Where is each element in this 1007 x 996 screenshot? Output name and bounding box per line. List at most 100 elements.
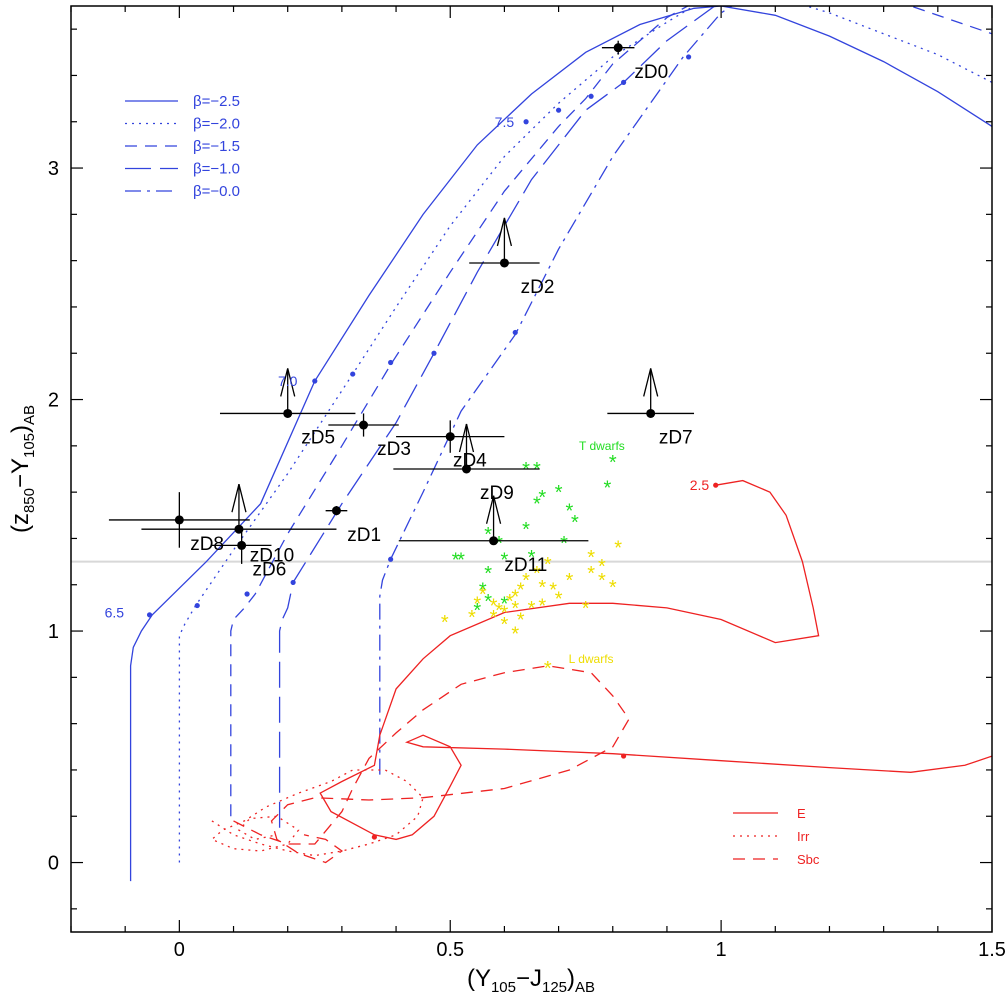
l-dwarf-star-30: * bbox=[441, 612, 449, 634]
beta-track-2-5 bbox=[129, 6, 992, 882]
t-dwarf-star-1: * bbox=[533, 459, 541, 481]
object-zd0: zD0 bbox=[601, 40, 668, 83]
l-dwarf-star-31: * bbox=[544, 658, 552, 680]
object-zd7-marker bbox=[646, 408, 656, 418]
l-dwarf-star-2: * bbox=[598, 556, 606, 578]
t-dwarf-star-15: * bbox=[452, 549, 460, 571]
plot-frame bbox=[70, 5, 993, 933]
t-dwarf-star-21: * bbox=[501, 593, 509, 615]
beta-track-0-0-dot-1 bbox=[512, 329, 518, 336]
object-zd9-label: zD9 bbox=[480, 483, 514, 504]
y-tick-label-2: 2 bbox=[48, 390, 59, 412]
y-title-main: (z bbox=[7, 513, 34, 533]
object-zd11-marker bbox=[489, 536, 499, 546]
object-zd10-marker bbox=[234, 524, 244, 534]
object-zd11: zD11 bbox=[398, 495, 589, 576]
object-zd8-label: zD8 bbox=[190, 534, 224, 555]
y-title-mid: −Y bbox=[7, 458, 34, 488]
legend-beta-label-2: β=−1.5 bbox=[193, 138, 240, 155]
redshift-label-7-0: 7.0 bbox=[278, 373, 298, 389]
t-dwarf-star-16: * bbox=[457, 549, 465, 571]
l-dwarf-star-17: * bbox=[501, 603, 509, 625]
object-zd2-arrow-head bbox=[496, 217, 513, 247]
object-zd9-arrow-head bbox=[458, 423, 475, 453]
l-dwarf-star-7: * bbox=[566, 570, 574, 592]
class-label-l-dwarfs: L dwarfs bbox=[569, 652, 614, 666]
l-dwarf-star-11: * bbox=[538, 577, 546, 599]
beta-track-1-0-dot-0 bbox=[290, 579, 296, 586]
object-zd5-marker bbox=[283, 408, 293, 418]
object-zd10-label: zD10 bbox=[250, 546, 294, 567]
object-zd6-marker bbox=[237, 540, 247, 550]
object-zd2-label: zD2 bbox=[521, 277, 555, 298]
object-zd7-arrow-head bbox=[643, 368, 659, 397]
beta-track-1-0-dot-2 bbox=[621, 79, 627, 85]
legend-beta-label-4: β=−0.0 bbox=[193, 183, 240, 200]
y-title-sub3: AB bbox=[21, 405, 38, 425]
l-dwarf-star-6: * bbox=[609, 577, 617, 599]
object-zd7: zD7 bbox=[607, 368, 695, 449]
l-dwarf-star-0: * bbox=[544, 554, 552, 576]
t-dwarf-star-10: * bbox=[522, 519, 530, 541]
t-dwarf-star-20: * bbox=[484, 591, 492, 613]
object-zd10: zD10 bbox=[141, 484, 337, 567]
t-dwarf-star-13: * bbox=[501, 549, 509, 571]
l-dwarf-star-26: * bbox=[528, 598, 536, 620]
candidate-objects: zD0 zD1 zD2 zD3 zD4 zD5 zD6 zD7 zD8 zD9 zD10 zD11 bbox=[108, 40, 695, 581]
legend-beta-label-1: β=−2.0 bbox=[193, 116, 240, 133]
beta-track-1-5-dot-2 bbox=[588, 93, 594, 99]
object-zd6: zD6 bbox=[211, 526, 286, 581]
beta-track-2-5-dot-0 bbox=[146, 612, 153, 618]
l-dwarf-star-24: * bbox=[511, 623, 519, 645]
x-title-sub2: 125 bbox=[542, 979, 567, 996]
object-zd8: zD8 bbox=[108, 492, 250, 555]
l-dwarf-star-20: * bbox=[490, 607, 498, 629]
t-dwarf-star-5: * bbox=[538, 487, 546, 509]
t-dwarf-star-12: * bbox=[560, 533, 568, 555]
l-dwarf-star-16: * bbox=[490, 596, 498, 618]
x-tick-label-1: 0.5 bbox=[436, 939, 464, 961]
object-zd11-label: zD11 bbox=[504, 555, 547, 576]
y-title-sub1: 850 bbox=[21, 488, 38, 513]
l-dwarf-star-4: * bbox=[614, 538, 622, 560]
object-zd5: zD5 bbox=[219, 368, 356, 449]
legends: β=−2.5 β=−2.0 β=−1.5 β=−1.0 β=−0.0 E Irr Sbc bbox=[125, 93, 820, 867]
l-dwarf-star-1: * bbox=[587, 547, 595, 569]
beta-track-2-5-dot-1 bbox=[312, 378, 318, 384]
t-dwarf-star-3: * bbox=[603, 478, 611, 500]
t-dwarf-star-6: * bbox=[566, 501, 574, 523]
beta-track-0-0-dot-2 bbox=[686, 54, 692, 60]
beta-track-1-5-dot-0 bbox=[244, 591, 250, 597]
l-dwarf-star-13: * bbox=[511, 586, 519, 608]
y-axis-title: (z850−Y105)AB bbox=[7, 405, 38, 533]
l-dwarf-star-14: * bbox=[506, 591, 514, 613]
y-title-sub2: 105 bbox=[21, 433, 38, 458]
annotations: 6.5 7.0 7.5 2.5 T dwarfs L dwarfs bbox=[105, 114, 710, 666]
object-zd5-label: zD5 bbox=[301, 428, 335, 449]
x-title-sub3: AB bbox=[575, 979, 595, 996]
t-dwarf-star-0: * bbox=[522, 459, 530, 481]
beta-track-2-0-dot-2 bbox=[555, 107, 562, 113]
l-dwarf-star-27: * bbox=[538, 596, 546, 618]
object-zd2: zD2 bbox=[469, 217, 555, 298]
x-tick-label-0: 0 bbox=[174, 939, 185, 961]
object-zd0-label: zD0 bbox=[634, 62, 668, 83]
legend-beta-label-0: β=−2.5 bbox=[193, 93, 240, 110]
dwarf-stars: * * ******** ** ** ****** * ** * **** ***** * ***** *… bbox=[441, 452, 622, 680]
galaxy-track-e bbox=[319, 479, 992, 841]
object-zd4: zD4 bbox=[396, 420, 505, 472]
beta-track-1-0-dot-1 bbox=[431, 350, 437, 356]
object-zd9-marker bbox=[461, 464, 471, 474]
object-zd11-arrow-head bbox=[485, 495, 502, 524]
beta-track-2-0-dot-0 bbox=[194, 602, 200, 609]
object-zd3-marker bbox=[359, 420, 369, 430]
x-title-sub1: 105 bbox=[491, 979, 516, 996]
beta-track-2-0 bbox=[178, 6, 992, 863]
object-zd1: zD1 bbox=[325, 506, 381, 546]
galaxy-track-irr bbox=[210, 769, 424, 857]
object-zd4-marker bbox=[445, 432, 455, 442]
l-dwarf-star-9: * bbox=[522, 570, 530, 592]
object-zd7-label: zD7 bbox=[659, 428, 693, 449]
galaxy-track-sbc bbox=[233, 665, 630, 864]
t-dwarf-star-18: * bbox=[479, 579, 487, 601]
